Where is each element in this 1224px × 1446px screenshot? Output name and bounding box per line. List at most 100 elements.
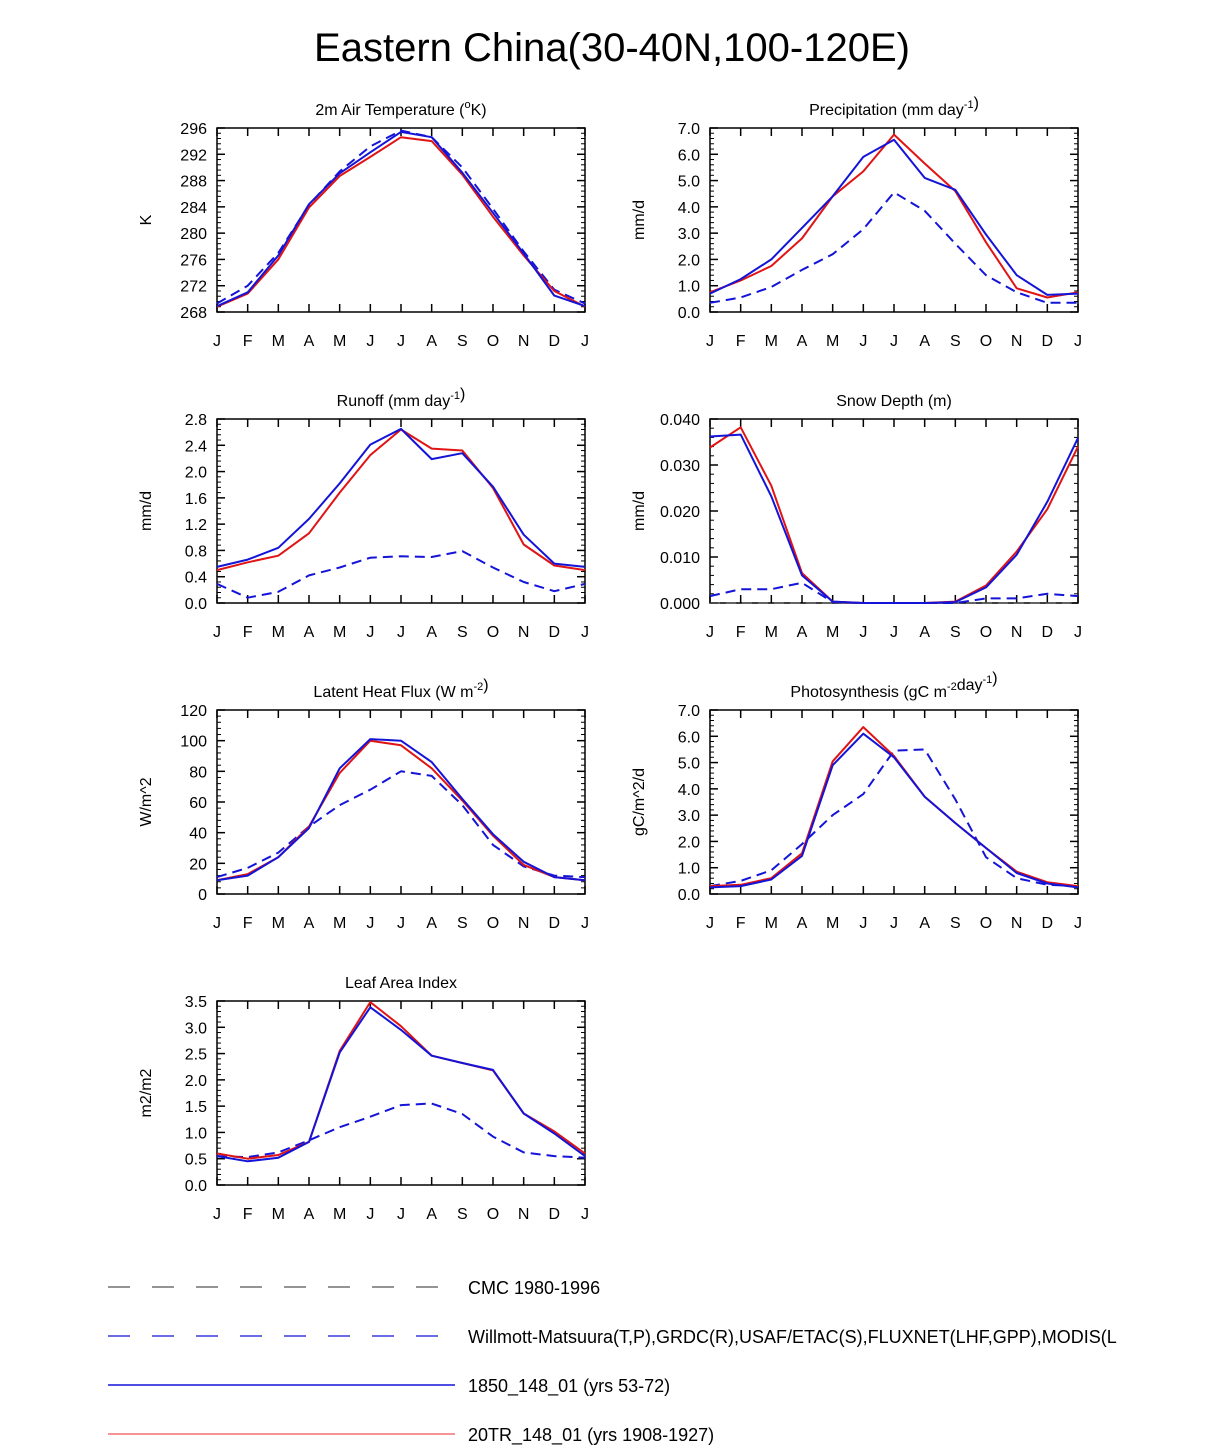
x-tick-label: D xyxy=(549,333,561,350)
series-line-model_b xyxy=(216,428,586,572)
x-tick-label: N xyxy=(518,915,530,932)
y-tick-label: 268 xyxy=(180,305,207,322)
legend-label: 1850_148_01 (yrs 53-72) xyxy=(468,1376,670,1397)
legend-item-3: 1850_148_01 (yrs 53-72) xyxy=(108,1376,670,1397)
y-tick-label: 272 xyxy=(180,279,207,296)
x-tick-label: M xyxy=(333,1206,346,1223)
x-tick-label: F xyxy=(243,1206,253,1223)
y-tick-label: 3.0 xyxy=(678,226,700,243)
x-tick-label: M xyxy=(272,915,285,932)
plot-frame xyxy=(216,418,586,604)
x-tick-label: M xyxy=(765,333,778,350)
y-tick-label: 284 xyxy=(180,200,207,217)
x-tick-label: J xyxy=(397,915,405,932)
x-tick-label: A xyxy=(304,624,315,641)
y-tick-label: 0.8 xyxy=(185,543,207,560)
x-tick-label: A xyxy=(919,915,930,932)
chart-panel-2: Precipitation (mm day-1) 0.0 1.0 2.0 3.0 4.0 5… xyxy=(631,95,1082,350)
legend: CMC 1980-1996 Willmott-Matsuura(T,P),GRDC… xyxy=(108,1278,1117,1446)
x-tick-label: J xyxy=(706,624,714,641)
y-tick-label: 1.2 xyxy=(185,517,207,534)
y-tick-label: 5.0 xyxy=(678,174,700,191)
x-tick-label: O xyxy=(487,333,499,350)
y-tick-label: 20 xyxy=(189,856,207,873)
y-tick-label: 0.4 xyxy=(185,570,207,587)
plot-frame xyxy=(709,709,1079,895)
series-line-obs xyxy=(709,191,1078,304)
x-tick-label: S xyxy=(950,333,961,350)
y-tick-label: 0.5 xyxy=(185,1152,207,1169)
y-tick-label: 60 xyxy=(189,795,207,812)
x-tick-label: A xyxy=(797,915,808,932)
y-tick-label: 288 xyxy=(180,174,207,191)
x-tick-label: N xyxy=(1011,915,1023,932)
x-tick-label: J xyxy=(397,1206,405,1223)
x-tick-label: M xyxy=(272,333,285,350)
x-tick-label: S xyxy=(950,915,961,932)
x-tick-label: A xyxy=(426,624,437,641)
chart-panel-7: Leaf Area Index 0.0 0.5 1.0 1.5 2.0 2.5 3.0 3.5 J… xyxy=(138,975,589,1223)
x-tick-label: N xyxy=(1011,333,1023,350)
series-line-model_a xyxy=(216,130,586,308)
x-tick-label: O xyxy=(487,1206,499,1223)
y-axis-label: K xyxy=(138,214,155,225)
x-tick-label: A xyxy=(919,624,930,641)
legend-label: 20TR_148_01 (yrs 1908-1927) xyxy=(468,1425,714,1446)
y-axis-label: gC/m^2/d xyxy=(631,768,648,836)
series-line-model_b xyxy=(709,726,1079,888)
x-tick-label: N xyxy=(518,333,530,350)
x-tick-label: M xyxy=(272,1206,285,1223)
x-tick-label: D xyxy=(1042,624,1054,641)
plot-frame xyxy=(216,127,586,313)
y-tick-label: 6.0 xyxy=(678,147,700,164)
y-tick-label: 120 xyxy=(180,703,207,720)
x-tick-label: S xyxy=(457,333,468,350)
x-tick-label: A xyxy=(919,333,930,350)
y-tick-label: 6.0 xyxy=(678,729,700,746)
x-tick-label: J xyxy=(859,915,867,932)
chart-panel-6: Photosynthesis (gC m-2day-1) 0.0 1.0 2.0 3.0… xyxy=(631,670,1082,932)
series-line-model_a xyxy=(709,732,1079,889)
y-tick-label: 2.0 xyxy=(185,1073,207,1090)
chart-panel-5: Latent Heat Flux (W m-2) 0 20 40 60 80 100 120 J… xyxy=(138,677,589,932)
legend-label: Willmott-Matsuura(T,P),GRDC(R),USAF/ETAC… xyxy=(468,1327,1117,1347)
y-tick-label: 2.5 xyxy=(185,1047,207,1064)
chart-panel-4: Snow Depth (m) 0.000 0.010 0.020 0.030 0.040 J… xyxy=(631,393,1082,641)
y-axis-label: W/m^2 xyxy=(138,777,155,826)
panel-title: Snow Depth (m) xyxy=(836,393,952,410)
x-tick-label: J xyxy=(366,333,374,350)
y-tick-label: 1.0 xyxy=(185,1125,207,1142)
y-axis-label: mm/d xyxy=(138,491,155,531)
y-tick-label: 2.8 xyxy=(185,412,207,429)
y-tick-label: 280 xyxy=(180,226,207,243)
x-tick-label: J xyxy=(890,333,898,350)
y-tick-label: 2.4 xyxy=(185,438,207,455)
x-tick-label: J xyxy=(706,333,714,350)
x-tick-label: A xyxy=(426,915,437,932)
x-tick-label: S xyxy=(457,1206,468,1223)
x-tick-label: J xyxy=(366,915,374,932)
panel-title: Leaf Area Index xyxy=(345,975,457,992)
x-tick-label: J xyxy=(366,624,374,641)
x-tick-label: F xyxy=(736,915,746,932)
x-tick-label: J xyxy=(859,624,867,641)
panel-title: 2m Air Temperature (oK) xyxy=(315,99,486,119)
x-tick-label: M xyxy=(333,915,346,932)
y-axis-label: mm/d xyxy=(631,491,648,531)
y-tick-label: 276 xyxy=(180,252,207,269)
y-tick-label: 0.0 xyxy=(185,596,207,613)
y-tick-label: 80 xyxy=(189,764,207,781)
x-tick-label: M xyxy=(333,624,346,641)
x-tick-label: D xyxy=(1042,333,1054,350)
x-tick-label: O xyxy=(980,624,992,641)
legend-item-4: 20TR_148_01 (yrs 1908-1927) xyxy=(108,1425,714,1446)
x-tick-label: S xyxy=(950,624,961,641)
x-tick-label: O xyxy=(487,915,499,932)
x-tick-label: A xyxy=(304,1206,315,1223)
x-tick-label: M xyxy=(826,333,839,350)
y-tick-label: 0 xyxy=(198,887,207,904)
x-tick-label: O xyxy=(487,624,499,641)
y-tick-label: 7.0 xyxy=(678,121,700,138)
x-tick-label: S xyxy=(457,624,468,641)
x-tick-label: J xyxy=(1074,333,1082,350)
